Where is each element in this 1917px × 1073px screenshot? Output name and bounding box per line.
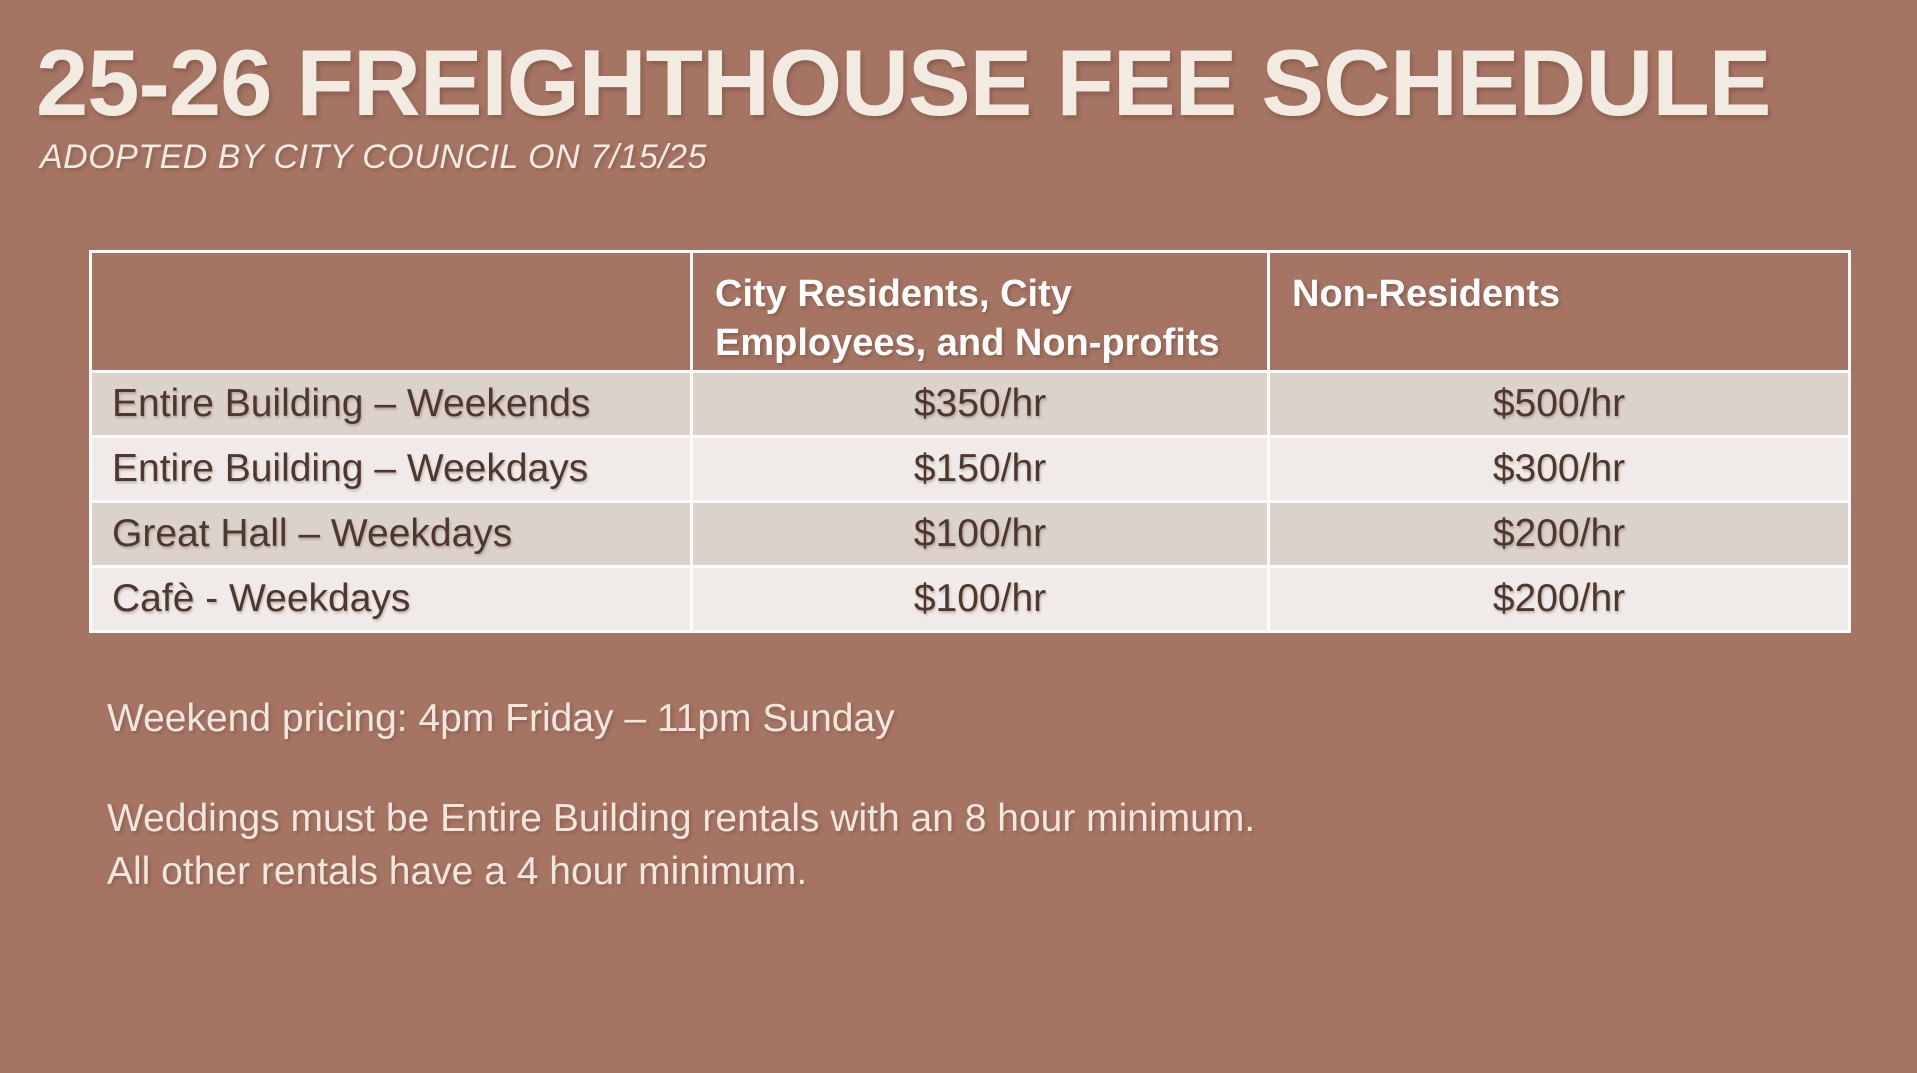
header-cell-non-residents: Non-Residents	[1270, 253, 1848, 370]
resident-rate: $100/hr	[693, 503, 1267, 565]
rental-minimums-note: Weddings must be Entire Building rentals…	[107, 797, 1256, 893]
non-resident-rate: $300/hr	[1270, 438, 1848, 500]
non-resident-rate: $200/hr	[1270, 568, 1848, 630]
page-title: 25-26 FREIGHTHOUSE FEE SCHEDULE	[36, 30, 1771, 135]
row-label: Entire Building – Weekdays	[92, 438, 690, 500]
row-label: Cafè - Weekdays	[92, 568, 690, 630]
resident-rate: $150/hr	[693, 438, 1267, 500]
resident-rate: $350/hr	[693, 373, 1267, 435]
page-subtitle: ADOPTED BY CITY COUNCIL ON 7/15/25	[40, 138, 708, 176]
header-cell-blank	[92, 253, 690, 370]
row-label: Great Hall – Weekdays	[92, 503, 690, 565]
non-resident-rate: $500/hr	[1270, 373, 1848, 435]
row-label: Entire Building – Weekends	[92, 373, 690, 435]
weekend-pricing-note: Weekend pricing: 4pm Friday – 11pm Sunda…	[107, 697, 895, 740]
fee-table: City Residents, City Employees, and Non-…	[89, 250, 1851, 633]
header-cell-residents: City Residents, City Employees, and Non-…	[693, 253, 1267, 370]
resident-rate: $100/hr	[693, 568, 1267, 630]
non-resident-rate: $200/hr	[1270, 503, 1848, 565]
